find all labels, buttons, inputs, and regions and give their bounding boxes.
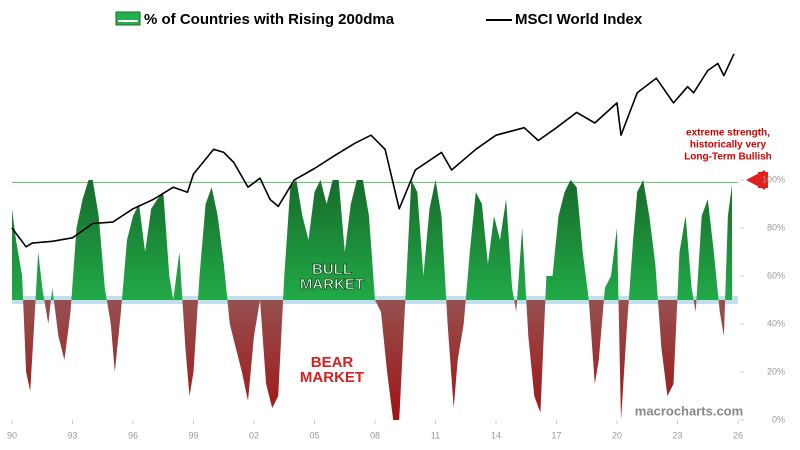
x-tick-label: 90 bbox=[7, 430, 17, 440]
x-tick-label: 14 bbox=[491, 430, 501, 440]
annotation: BEAR bbox=[311, 354, 354, 371]
x-tick-label: 05 bbox=[309, 430, 319, 440]
annotation: MARKET bbox=[300, 369, 364, 386]
x-tick-label: 23 bbox=[672, 430, 682, 440]
legend-swatch bbox=[115, 11, 141, 26]
x-tick-label: 02 bbox=[249, 430, 259, 440]
index-line bbox=[11, 53, 735, 248]
area-series bbox=[12, 180, 732, 420]
legend: % of Countries with Rising 200dma MSCI W… bbox=[115, 11, 643, 28]
y-tick-label: 100% bbox=[762, 174, 785, 184]
y-tick-label: 20% bbox=[767, 366, 785, 376]
legend-label: % of Countries with Rising 200dma bbox=[144, 11, 395, 28]
legend-label: MSCI World Index bbox=[515, 11, 643, 28]
y-tick-label: 60% bbox=[767, 270, 785, 280]
annotation: MARKET bbox=[300, 276, 364, 293]
arrow-tail bbox=[758, 172, 768, 188]
area-below bbox=[12, 300, 732, 420]
annotation: macrocharts.com bbox=[635, 403, 743, 418]
annotation: historically very bbox=[690, 140, 767, 151]
x-tick-label: 99 bbox=[188, 430, 198, 440]
x-tick-label: 08 bbox=[370, 430, 380, 440]
x-tick-label: 96 bbox=[128, 430, 138, 440]
y-tick-label: 0% bbox=[772, 414, 785, 424]
x-tick-label: 26 bbox=[733, 430, 743, 440]
x-tick-label: 11 bbox=[431, 430, 440, 440]
annotation: extreme strength, bbox=[686, 128, 770, 139]
y-tick-label: 40% bbox=[767, 318, 785, 328]
area-above bbox=[12, 180, 732, 300]
annotation: Long-Term Bullish bbox=[684, 152, 772, 163]
annotation: BULL bbox=[312, 261, 352, 278]
x-tick-label: 20 bbox=[612, 430, 622, 440]
y-tick-label: 80% bbox=[767, 222, 785, 232]
x-tick-label: 17 bbox=[551, 430, 561, 440]
x-tick-label: 93 bbox=[67, 430, 77, 440]
